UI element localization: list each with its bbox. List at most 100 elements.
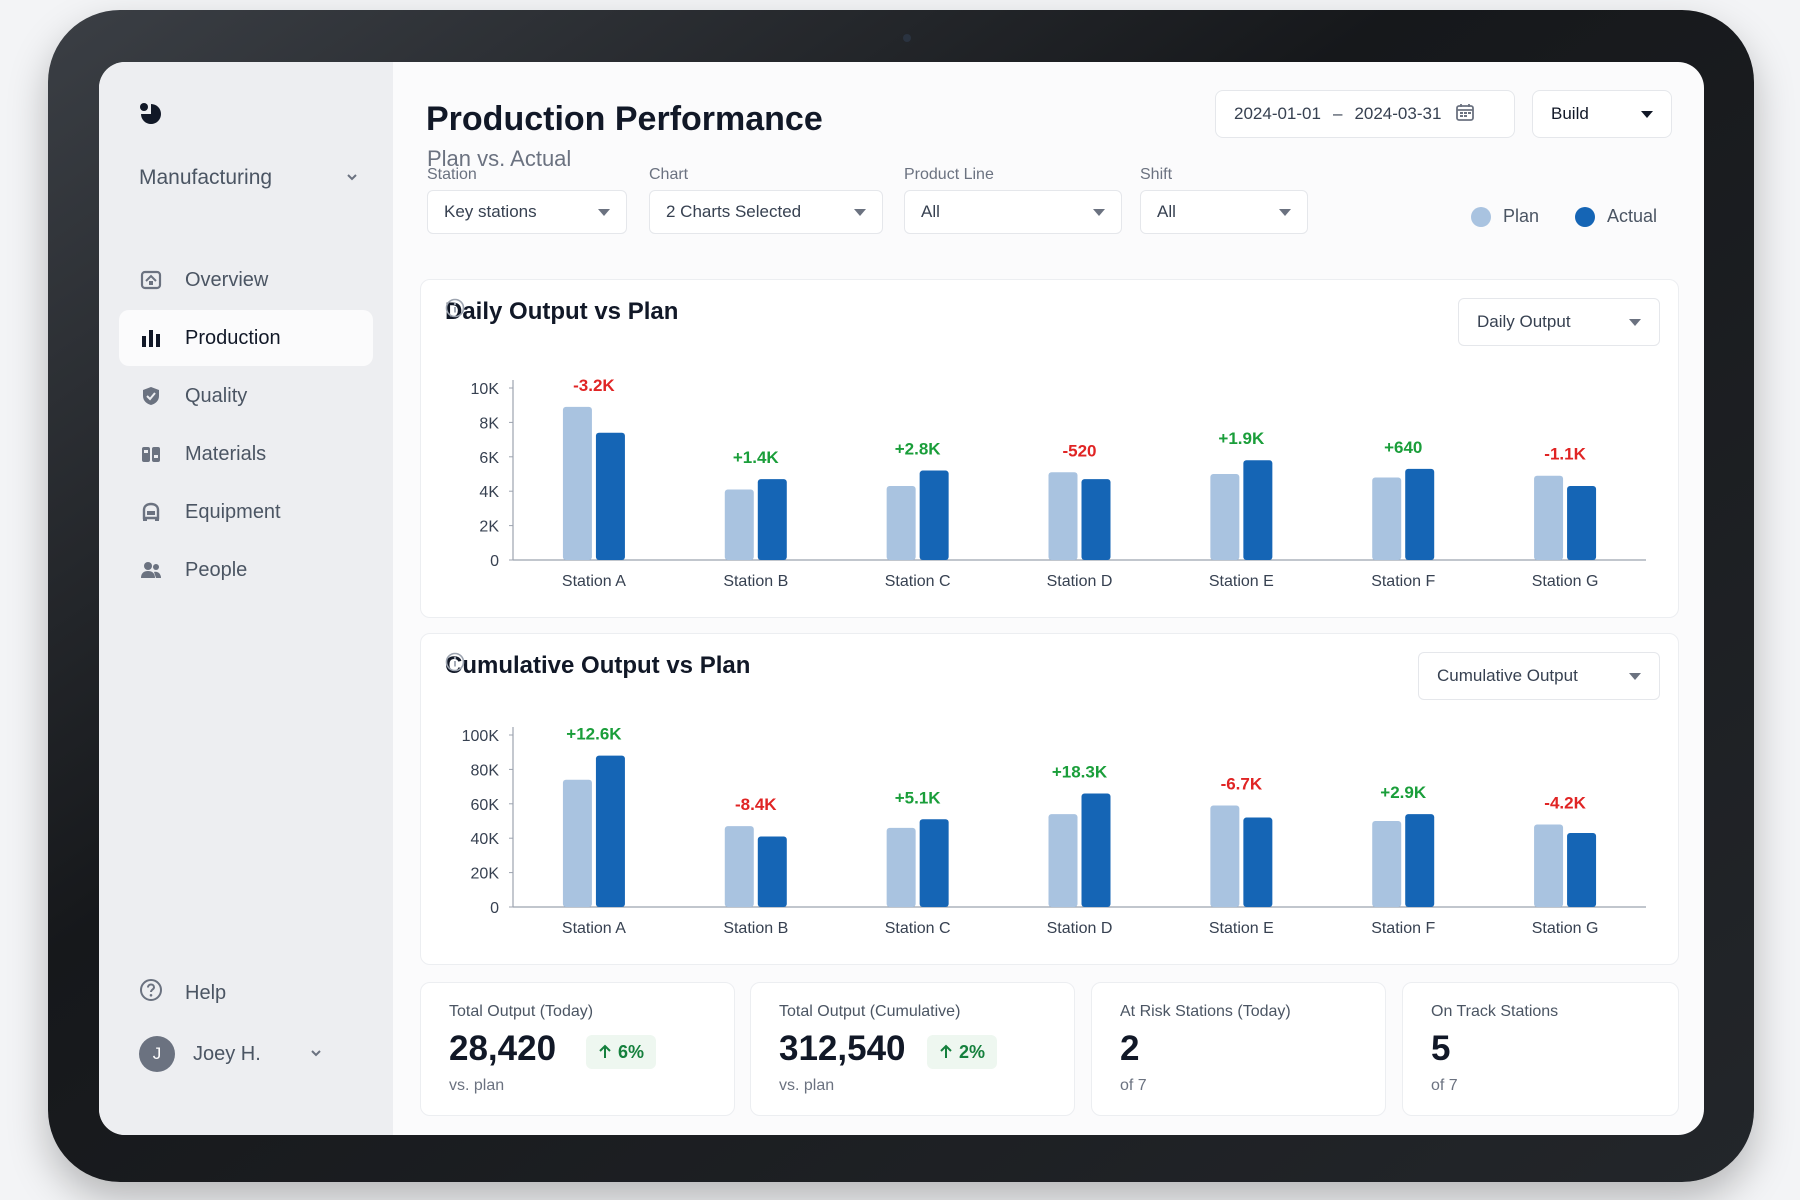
kpi-label: Total Output (Today) xyxy=(449,1003,594,1020)
filter-label: Station xyxy=(427,166,477,183)
bar-actual xyxy=(1243,460,1273,560)
bar-plan xyxy=(1534,824,1564,907)
sidebar-item-equipment[interactable]: Equipment xyxy=(119,484,373,540)
x-tick-label: Station A xyxy=(562,573,626,590)
page-title: Production Performance xyxy=(426,100,823,138)
filter-label: Product Line xyxy=(904,166,994,183)
bar-actual xyxy=(595,755,625,907)
date-range-picker[interactable]: 2024-01-01 – 2024-03-31 xyxy=(1215,90,1515,138)
bar-plan xyxy=(1210,474,1240,560)
bar-actual xyxy=(1405,814,1435,907)
card-title-cumulative: Cumulative Output vs Plan xyxy=(445,652,766,680)
variance-label: +5.1K xyxy=(895,788,942,807)
kpi-sub: of 7 xyxy=(1120,1077,1147,1094)
y-tick-label: 60K xyxy=(471,797,500,814)
filter-value: All xyxy=(1157,202,1176,221)
people-icon xyxy=(139,558,163,582)
help-link[interactable]: Help xyxy=(139,978,226,1008)
kpi-sub: of 7 xyxy=(1431,1077,1458,1094)
kpi-delta: 6% xyxy=(618,1041,645,1062)
sidebar-item-production[interactable]: Production xyxy=(119,310,373,366)
y-tick-label: 100K xyxy=(462,728,500,745)
mode-label: Build xyxy=(1551,104,1589,123)
bar-plan xyxy=(1210,805,1240,907)
filter-label: Chart xyxy=(649,166,689,183)
filter-station: Station Key stations xyxy=(427,166,627,234)
product-line-select[interactable]: All xyxy=(904,190,1122,234)
bar-actual xyxy=(1081,479,1111,560)
bar-actual xyxy=(595,432,625,560)
y-tick-label: 10K xyxy=(471,381,500,398)
select-label: Daily Output xyxy=(1477,312,1571,331)
sidebar-item-people[interactable]: People xyxy=(119,542,373,598)
arrow-up-icon xyxy=(599,1044,611,1058)
overview-icon xyxy=(139,268,163,292)
bar-plan xyxy=(886,827,916,907)
chart-title: Cumulative Output vs Plan xyxy=(445,652,751,679)
camera-dot xyxy=(903,34,911,42)
bar-actual xyxy=(757,836,787,907)
sidebar-item-quality[interactable]: Quality xyxy=(119,368,373,424)
bar-actual xyxy=(1405,468,1435,560)
x-tick-label: Station D xyxy=(1047,573,1113,590)
sidebar: Manufacturing Overview Production xyxy=(99,62,393,1135)
variance-label: -3.2K xyxy=(573,376,615,395)
bar-plan xyxy=(562,406,592,560)
mode-dropdown[interactable]: Build xyxy=(1532,90,1672,138)
bar-actual xyxy=(1567,486,1597,560)
variance-label: -8.4K xyxy=(735,795,777,814)
bar-actual xyxy=(919,819,949,907)
sidebar-item-label: People xyxy=(185,558,248,581)
logo-icon xyxy=(135,98,167,135)
sidebar-nav: Overview Production Quality Materials xyxy=(119,252,373,600)
x-tick-label: Station B xyxy=(723,920,788,937)
kpi-value: 312,540 xyxy=(779,1029,906,1068)
legend-plan-swatch xyxy=(1471,206,1491,227)
variance-label: -6.7K xyxy=(1221,775,1263,794)
materials-icon xyxy=(139,442,163,466)
kpi-sub: vs. plan xyxy=(779,1077,835,1094)
kpi-total-output-cumulative: Total Output (Cumulative) 312,540 2% vs.… xyxy=(750,982,1075,1116)
user-menu[interactable]: J Joey H. xyxy=(139,1036,323,1072)
sidebar-item-materials[interactable]: Materials xyxy=(119,426,373,482)
station-select[interactable]: Key stations xyxy=(427,190,627,234)
caret-down-icon xyxy=(1641,110,1653,118)
x-tick-label: Station B xyxy=(723,573,788,590)
workspace-selector[interactable]: Manufacturing xyxy=(139,166,359,190)
variance-label: +18.3K xyxy=(1052,762,1108,781)
bar-plan xyxy=(1048,814,1078,907)
chart-legend: Plan Actual xyxy=(1471,206,1657,227)
kpi-at-risk-stations: At Risk Stations (Today) 2 of 7 xyxy=(1091,982,1386,1116)
bar-chart-icon xyxy=(139,326,163,350)
caret-down-icon xyxy=(1629,672,1641,680)
daily-output-chart: 0 2K 4K 6K 8K 10K -3.2K Station A +1.4K Station B… xyxy=(471,376,1646,590)
shift-select[interactable]: All xyxy=(1140,190,1308,234)
y-tick-label: 0 xyxy=(490,553,499,570)
variance-label: +1.9K xyxy=(1218,429,1265,448)
filter-product-line: Product Line All xyxy=(904,166,1122,234)
daily-metric-select[interactable]: Daily Output xyxy=(1458,298,1660,346)
filter-value: 2 Charts Selected xyxy=(666,202,802,221)
y-tick-label: 80K xyxy=(471,762,500,779)
calendar-icon xyxy=(1455,102,1475,127)
bar-actual xyxy=(919,470,949,560)
kpi-on-track-stations: On Track Stations 5 of 7 xyxy=(1402,982,1679,1116)
avatar: J xyxy=(139,1036,175,1072)
y-tick-label: 8K xyxy=(479,415,499,432)
y-tick-label: 4K xyxy=(479,484,499,501)
filter-value: All xyxy=(921,202,940,221)
bar-plan xyxy=(886,486,916,560)
kpi-label: At Risk Stations (Today) xyxy=(1120,1003,1291,1020)
y-tick-label: 2K xyxy=(479,519,499,536)
sidebar-item-label: Production xyxy=(185,326,281,349)
cumulative-metric-select[interactable]: Cumulative Output xyxy=(1418,652,1660,700)
x-tick-label: Station E xyxy=(1209,573,1274,590)
kpi-label: On Track Stations xyxy=(1431,1003,1559,1020)
sidebar-item-overview[interactable]: Overview xyxy=(119,252,373,308)
chart-select[interactable]: 2 Charts Selected xyxy=(649,190,883,234)
select-label: Cumulative Output xyxy=(1437,666,1578,685)
x-tick-label: Station E xyxy=(1209,920,1274,937)
x-tick-label: Station A xyxy=(562,920,626,937)
sidebar-item-label: Overview xyxy=(185,268,269,291)
kpi-value: 2 xyxy=(1120,1029,1140,1068)
